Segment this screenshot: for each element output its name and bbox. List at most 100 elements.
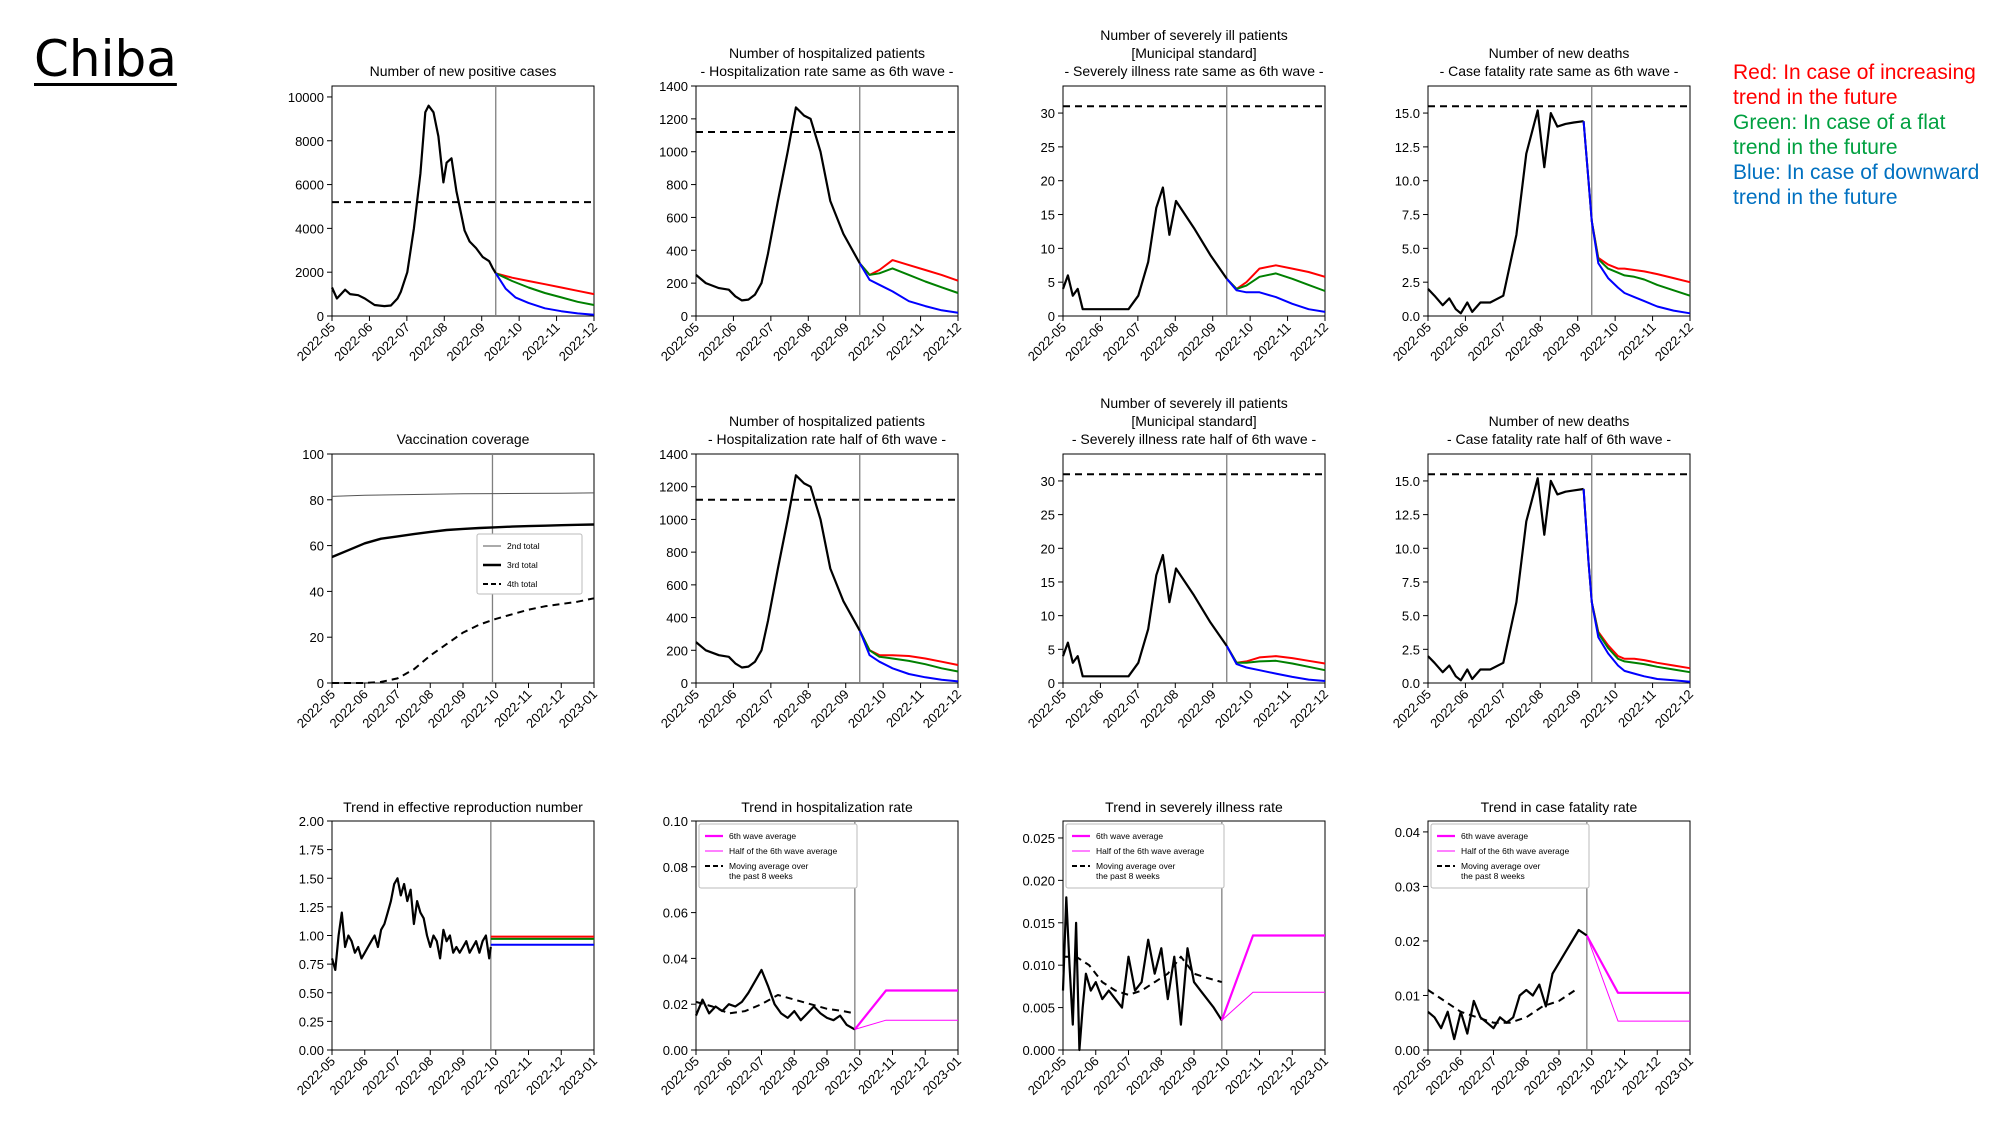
series-line-black: [695, 474, 861, 669]
y-tick-label: 200: [666, 643, 688, 658]
y-tick-label: 0: [317, 676, 324, 691]
y-tick-label: 1.00: [299, 929, 324, 944]
x-tick-label: 2022-09: [1539, 320, 1583, 364]
y-tick-label: 0.005: [1022, 1001, 1055, 1016]
x-tick-label: 2022-12: [1287, 320, 1331, 364]
plot-frame: [695, 453, 959, 684]
chart-rt-trend: Trend in effective reproduction number 0.…: [294, 799, 600, 1098]
y-tick-label: 25: [1041, 140, 1055, 155]
series-line-black: [330, 877, 492, 972]
y-tick-label: 7.5: [1402, 208, 1420, 223]
chart-title: Number of new positive cases: [370, 63, 557, 79]
series-line-thick: [331, 523, 595, 559]
x-tick-label: 2022-06: [331, 320, 375, 364]
chart-title: - Severely illness rate same as 6th wave…: [1064, 63, 1323, 79]
x-tick-label: 2022-12: [920, 320, 964, 364]
series-line-thin: [331, 492, 595, 497]
x-tick-label: 2022-08: [406, 320, 450, 364]
chart-new-cases: Number of new positive cases 0 2000 4000 600…: [288, 63, 600, 364]
y-tick-label: 60: [310, 539, 324, 554]
y-tick-label: 4000: [295, 221, 324, 236]
y-tick-label: 7.5: [1402, 575, 1420, 590]
x-tick-label: 2022-10: [1212, 320, 1256, 364]
x-tick-label: 2022-07: [1465, 320, 1509, 364]
x-tick-label: 2022-08: [770, 320, 814, 364]
y-tick-label: 0: [317, 309, 324, 324]
series-line-red: [858, 630, 959, 666]
y-tick-label: 0.06: [663, 906, 688, 921]
y-tick-label: 0.010: [1022, 958, 1055, 973]
y-tick-label: 5.0: [1402, 609, 1420, 624]
y-tick-label: 0.00: [1395, 1043, 1420, 1058]
y-tick-label: 12.5: [1395, 508, 1420, 523]
x-tick-label: 2022-08: [1502, 320, 1546, 364]
y-tick-label: 2.5: [1402, 275, 1420, 290]
plot-frame: [331, 85, 595, 317]
y-tick-label: 30: [1041, 474, 1055, 489]
series-line-green: [1225, 645, 1326, 672]
legend-label: Moving average over: [1096, 861, 1176, 871]
plot-frame: [695, 85, 959, 317]
y-tick-label: 0.02: [1395, 934, 1420, 949]
y-tick-label: 100: [302, 447, 324, 462]
y-tick-label: 10.0: [1395, 541, 1420, 556]
series-line-blue: [494, 272, 595, 316]
x-tick-label: 2022-10: [1577, 687, 1621, 731]
series-line-green: [858, 630, 959, 673]
y-tick-label: 0.25: [299, 1014, 324, 1029]
y-tick-label: 0.01: [1395, 988, 1420, 1003]
series-line-black: [1061, 896, 1223, 1052]
y-tick-label: 400: [666, 243, 688, 258]
x-tick-label: 2022-06: [695, 687, 739, 731]
y-tick-label: 8000: [295, 134, 324, 149]
chart-severe-rate: Trend in severely illness rate 0.000 0.005…: [1022, 799, 1331, 1098]
chart-deaths-half: Number of new deaths - Case fatality rate…: [1390, 413, 1696, 731]
legend-box: [476, 533, 583, 595]
legend-label: the past 8 weeks: [1096, 871, 1160, 881]
y-tick-label: 0.00: [663, 1043, 688, 1058]
series-line-blue: [1582, 121, 1691, 315]
y-tick-label: 800: [666, 545, 688, 560]
x-tick-label: 2022-06: [1427, 687, 1471, 731]
series-line-magenta: [1220, 934, 1325, 1021]
series-line-magenta-thin: [1221, 991, 1325, 1021]
y-tick-label: 1.50: [299, 871, 324, 886]
y-tick-label: 12.5: [1395, 140, 1420, 155]
legend-label: 4th total: [507, 579, 537, 589]
y-tick-label: 0.02: [663, 997, 688, 1012]
y-tick-label: 10: [1041, 609, 1055, 624]
series-line-black: [695, 106, 861, 302]
plot-frame: [1062, 85, 1326, 317]
x-tick-label: 2022-05: [1390, 320, 1434, 364]
chart-title: Number of severely ill patients: [1100, 27, 1288, 43]
y-tick-label: 0.015: [1022, 916, 1055, 931]
y-tick-label: 15: [1041, 575, 1055, 590]
legend-label: the past 8 weeks: [1461, 871, 1525, 881]
x-tick-label: 2022-10: [481, 320, 525, 364]
series-line-magenta: [853, 989, 958, 1031]
x-tick-label: 2022-05: [1025, 687, 1069, 731]
x-tick-label: 2022-11: [519, 320, 563, 364]
series-line-magenta-thin: [1586, 935, 1690, 1022]
chart-title: Trend in case fatality rate: [1481, 799, 1638, 815]
x-tick-label: 2022-09: [807, 687, 851, 731]
x-tick-label: 2022-08: [1502, 687, 1546, 731]
series-line-magenta-thin: [854, 1019, 958, 1030]
x-tick-label: 2022-12: [920, 687, 964, 731]
legend-red-text: Red: In case of increasing trend in the …: [1733, 61, 1976, 109]
series-line-black: [330, 104, 497, 308]
legend-label: the past 8 weeks: [729, 871, 793, 881]
trend-color-legend: Red: In case of increasing trend in the …: [1733, 60, 1979, 210]
chart-title: [Municipal standard]: [1131, 413, 1256, 429]
y-tick-label: 15.0: [1395, 474, 1420, 489]
x-tick-label: 2022-11: [1250, 320, 1294, 364]
x-tick-label: 2022-10: [1577, 320, 1621, 364]
x-tick-label: 2022-07: [733, 320, 777, 364]
y-tick-label: 600: [666, 578, 688, 593]
legend-label: Moving average over: [729, 861, 809, 871]
plot-frame: [1062, 453, 1326, 684]
y-tick-label: 2.5: [1402, 642, 1420, 657]
x-tick-label: 2022-09: [1174, 320, 1218, 364]
legend-box: [698, 823, 858, 889]
chart-title: - Hospitalization rate half of 6th wave …: [708, 431, 946, 447]
